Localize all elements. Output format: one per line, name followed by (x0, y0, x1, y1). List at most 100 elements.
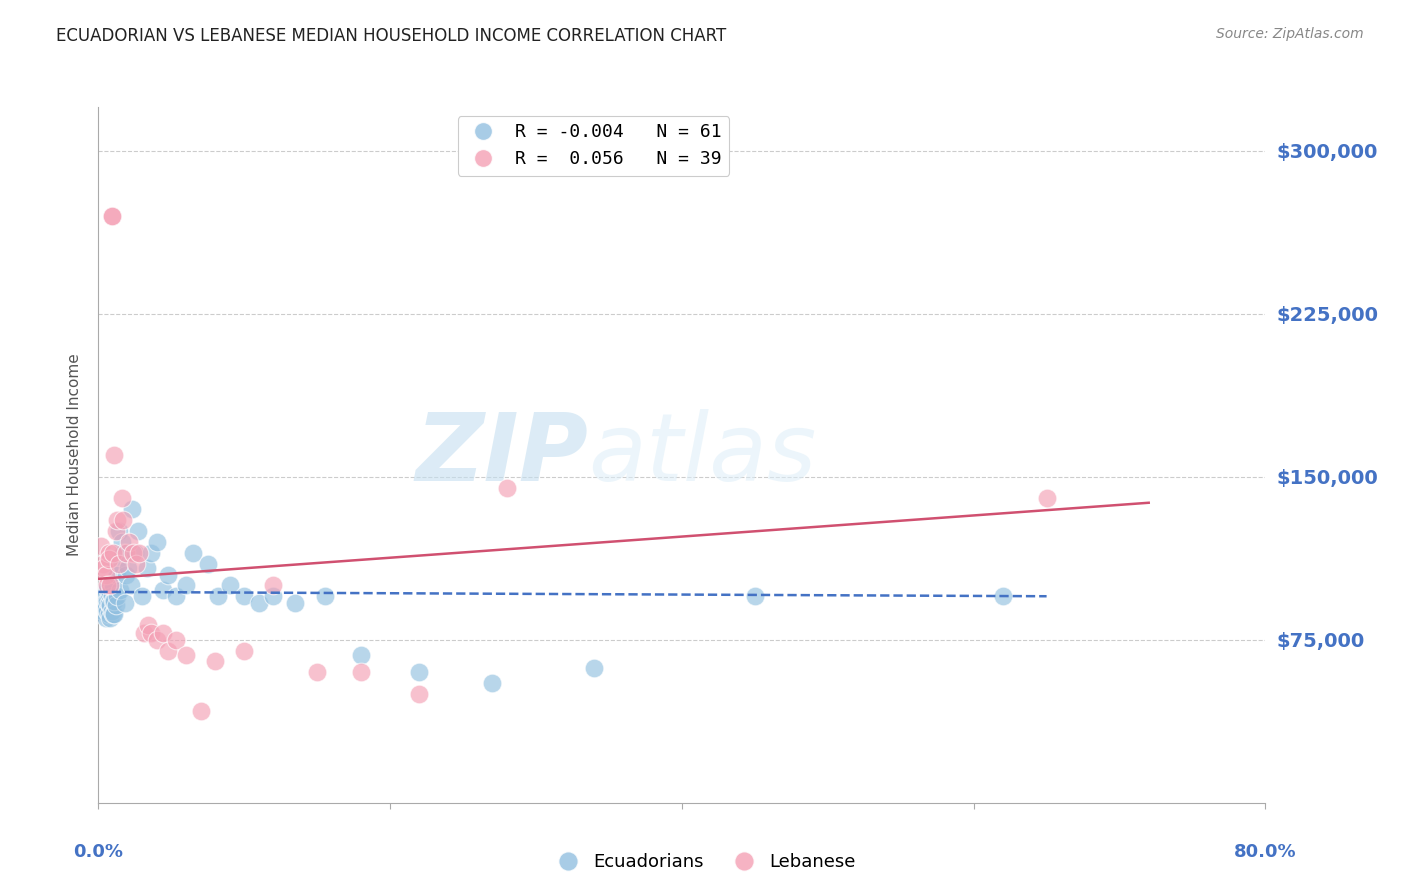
Point (152, 626, 174, 640)
Point (98, 598, 121, 612)
Point (111, 491, 134, 506)
Text: atlas: atlas (589, 409, 817, 500)
Point (136, 617, 159, 632)
Point (105, 567, 128, 582)
Point (97, 552, 120, 566)
Point (105, 513, 128, 527)
Point (96, 605, 118, 619)
Point (98, 578, 121, 592)
Point (165, 632, 187, 647)
Point (94, 585, 117, 599)
Point (991, 589, 1014, 603)
Point (350, 648, 373, 662)
Point (495, 481, 517, 495)
Point (91, 605, 114, 619)
Point (583, 661, 606, 675)
Point (152, 582, 174, 597)
Point (90, 539, 112, 553)
Point (112, 513, 135, 527)
Point (233, 589, 256, 603)
Point (108, 557, 131, 571)
Point (96, 593, 118, 607)
Point (157, 567, 180, 582)
Point (101, 546, 124, 560)
Point (103, 607, 125, 621)
Text: Source: ZipAtlas.com: Source: ZipAtlas.com (1216, 27, 1364, 41)
Point (118, 535, 141, 549)
Point (90, 596, 112, 610)
Point (262, 589, 284, 603)
Point (112, 546, 135, 560)
Point (98, 585, 121, 599)
Text: 0.0%: 0.0% (73, 843, 124, 861)
Point (114, 596, 136, 610)
Point (105, 589, 128, 603)
Point (307, 665, 329, 680)
Point (174, 648, 197, 662)
Point (190, 705, 212, 719)
Point (139, 626, 162, 640)
Point (94, 567, 117, 582)
Point (94, 600, 117, 615)
Point (408, 687, 430, 701)
Point (103, 593, 125, 607)
Point (132, 626, 155, 640)
Point (98, 611, 121, 625)
Point (174, 578, 197, 592)
Point (101, 578, 124, 592)
Point (111, 535, 134, 549)
Point (131, 589, 153, 603)
Point (91, 557, 114, 571)
Point (93, 561, 115, 575)
Point (125, 557, 148, 571)
Point (204, 655, 226, 669)
Point (93, 589, 115, 603)
Point (314, 589, 336, 603)
Point (481, 676, 503, 690)
Y-axis label: Median Household Income: Median Household Income (67, 353, 83, 557)
Point (218, 578, 240, 592)
Text: ZIP: ZIP (416, 409, 589, 501)
Point (350, 665, 373, 680)
Point (1035, 491, 1057, 506)
Point (247, 596, 270, 610)
Point (146, 535, 169, 549)
Point (284, 596, 307, 610)
Point (165, 589, 187, 603)
Point (262, 578, 284, 592)
Point (121, 502, 143, 516)
Point (122, 546, 145, 560)
Point (135, 561, 157, 575)
Point (408, 665, 430, 680)
Point (127, 524, 149, 538)
Point (93, 600, 115, 615)
Point (157, 643, 180, 657)
Point (101, 593, 124, 607)
Point (120, 578, 142, 592)
Point (104, 598, 127, 612)
Point (104, 557, 127, 571)
Point (115, 567, 138, 582)
Point (100, 589, 122, 603)
Point (110, 582, 132, 597)
Point (207, 589, 229, 603)
Point (94, 611, 117, 625)
Point (115, 546, 138, 560)
Point (124, 546, 146, 560)
Point (197, 557, 219, 571)
Point (128, 546, 150, 560)
Point (97, 596, 120, 610)
Point (100, 209, 122, 223)
Point (139, 546, 162, 560)
Legend: Ecuadorians, Lebanese: Ecuadorians, Lebanese (543, 847, 863, 879)
Point (100, 209, 122, 223)
Point (117, 561, 139, 575)
Legend: R = -0.004   N = 61, R =  0.056   N = 39: R = -0.004 N = 61, R = 0.056 N = 39 (457, 116, 730, 176)
Point (103, 448, 125, 462)
Point (104, 524, 127, 538)
Point (233, 643, 256, 657)
Point (181, 546, 204, 560)
Point (108, 524, 131, 538)
Text: 80.0%: 80.0% (1234, 843, 1296, 861)
Point (101, 607, 124, 621)
